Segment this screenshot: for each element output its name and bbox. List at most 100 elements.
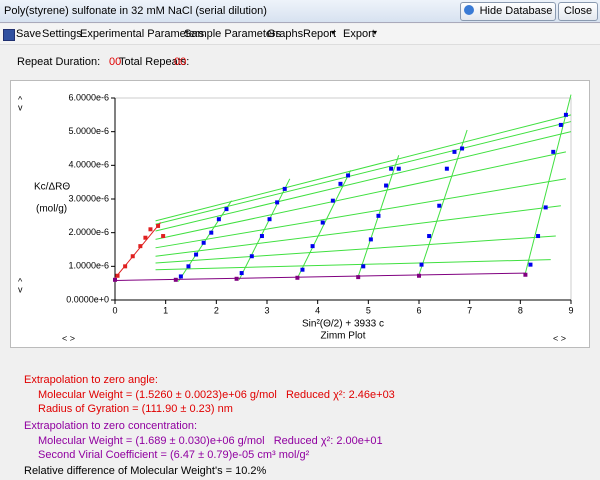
- data-point: [130, 254, 135, 259]
- data-point: [356, 275, 361, 280]
- data-point: [115, 273, 120, 278]
- result-heading: Extrapolation to zero concentration:: [24, 420, 198, 432]
- menu-bar: [0, 24, 600, 45]
- data-point: [178, 274, 183, 279]
- scroll-arrow[interactable]: v: [18, 102, 23, 112]
- data-point: [249, 254, 254, 259]
- data-point: [186, 264, 191, 269]
- data-point: [148, 227, 153, 232]
- y-tick-label: 1.0000e-6: [68, 261, 109, 271]
- result-line: Molecular Weight = (1.5260 ± 0.0023)e+06…: [38, 389, 395, 401]
- data-point: [427, 234, 432, 239]
- scroll-arrow[interactable]: ^: [18, 94, 23, 104]
- scroll-arrow[interactable]: < >: [62, 333, 75, 343]
- menu-item[interactable]: Experimental Parameters: [80, 28, 205, 40]
- data-point: [338, 181, 343, 186]
- data-point: [234, 276, 239, 281]
- hide-database-button[interactable]: Hide Database: [460, 2, 556, 21]
- dropdown-arrow: ▾: [331, 28, 336, 37]
- data-point: [259, 234, 264, 239]
- data-point: [389, 166, 394, 171]
- data-point: [558, 122, 563, 127]
- y-axis-label: Kc/ΔRΘ: [34, 182, 70, 193]
- menu-item[interactable]: Sample Parameters: [184, 28, 282, 40]
- data-point: [310, 244, 315, 249]
- close-button[interactable]: Close: [558, 2, 598, 21]
- x-tick-label: 5: [366, 305, 371, 315]
- data-point: [460, 146, 465, 151]
- data-point: [452, 149, 457, 154]
- menu-item[interactable]: Report: [303, 28, 337, 40]
- y-tick-label: 6.0000e-6: [68, 92, 109, 102]
- data-point: [536, 234, 541, 239]
- menu-item[interactable]: Settings: [42, 28, 82, 40]
- x-axis-label: Sin²(Θ/2) + 3933 c: [302, 319, 384, 330]
- y-tick-label: 4.0000e-6: [68, 160, 109, 170]
- scroll-arrow[interactable]: v: [18, 284, 23, 294]
- data-point: [330, 198, 335, 203]
- info-label: Repeat Duration:: [17, 56, 101, 68]
- result-line: Second Virial Coefficient = (6.47 ± 0.79…: [38, 449, 310, 461]
- y-tick-label: 0.0000e+0: [66, 294, 109, 304]
- data-point: [396, 166, 401, 171]
- result-summary: Relative difference of Molecular Weight'…: [24, 465, 267, 477]
- data-point: [543, 205, 548, 210]
- fit-line: [155, 259, 551, 271]
- y-tick-label: 3.0000e-6: [68, 193, 109, 203]
- data-point: [417, 273, 421, 278]
- menu-item[interactable]: Graphs: [267, 28, 304, 40]
- save-icon: [3, 29, 15, 41]
- data-point: [138, 244, 143, 249]
- x-tick-label: 6: [416, 305, 421, 315]
- y-axis-label: (mol/g): [36, 204, 67, 215]
- scroll-arrow[interactable]: < >: [553, 333, 566, 343]
- data-point: [275, 200, 280, 205]
- fit-line: [155, 205, 561, 257]
- info-value: 00: [109, 56, 122, 68]
- data-point: [419, 262, 424, 267]
- data-point: [267, 217, 272, 222]
- data-point: [563, 112, 568, 117]
- y-tick-label: 2.0000e-6: [68, 227, 109, 237]
- fit-line: [155, 235, 556, 264]
- fit-line: [155, 114, 572, 222]
- fit-line: [155, 178, 567, 249]
- x-tick-label: 4: [315, 305, 320, 315]
- button-label: Hide Database: [479, 5, 553, 17]
- fit-line: [114, 272, 526, 281]
- fit-line: [155, 131, 572, 232]
- data-point: [123, 264, 128, 269]
- menu-item[interactable]: Export: [343, 28, 375, 40]
- x-tick-label: 1: [163, 305, 168, 315]
- menu-item[interactable]: Save: [16, 28, 42, 40]
- x-tick-label: 7: [467, 305, 472, 315]
- scroll-arrow[interactable]: ^: [18, 276, 23, 286]
- data-point: [523, 272, 528, 277]
- data-point: [551, 149, 556, 154]
- data-point: [113, 277, 117, 282]
- data-point: [300, 267, 305, 272]
- data-point: [201, 240, 206, 245]
- chart-title: Zimm Plot: [321, 331, 366, 342]
- data-point: [528, 262, 533, 267]
- info-value: 00: [174, 56, 187, 68]
- data-point: [437, 203, 442, 208]
- data-point: [376, 213, 381, 218]
- data-point: [216, 217, 221, 222]
- x-tick-label: 2: [214, 305, 219, 315]
- data-point: [239, 271, 244, 276]
- data-point: [361, 264, 366, 269]
- data-point: [156, 223, 161, 228]
- data-point: [346, 173, 351, 178]
- y-tick-label: 5.0000e-6: [68, 126, 109, 136]
- data-point: [224, 207, 229, 212]
- fit-line: [155, 121, 572, 225]
- fit-line: [418, 129, 468, 275]
- result-line: Radius of Gyration = (111.90 ± 0.23) nm: [38, 403, 233, 415]
- data-point: [368, 237, 373, 242]
- data-point: [209, 230, 214, 235]
- info-label: Total Repeats:: [119, 56, 190, 68]
- data-point: [444, 166, 449, 171]
